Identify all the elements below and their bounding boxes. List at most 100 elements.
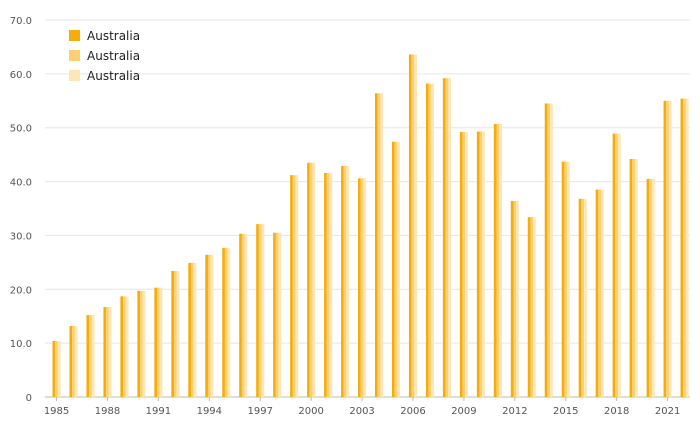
- bar: [550, 103, 553, 397]
- bar: [408, 54, 412, 398]
- bar: [448, 78, 451, 397]
- bar: [256, 224, 259, 397]
- bar: [312, 162, 316, 397]
- grid: [45, 19, 690, 398]
- bar: [244, 233, 248, 397]
- bar: [668, 100, 672, 398]
- bar: [123, 296, 126, 397]
- bar: [346, 165, 350, 397]
- bar: [295, 175, 299, 397]
- y-tick-label: 50.0: [10, 124, 32, 135]
- bar: [142, 290, 146, 397]
- x-tick-label: 1988: [95, 406, 120, 417]
- bar: [307, 162, 310, 397]
- bar: [174, 270, 177, 397]
- bar: [516, 200, 519, 397]
- bar: [377, 93, 381, 397]
- y-axis: 0 10.0 20.0 30.0 40.0 50.0 60.0 70.0: [10, 16, 32, 404]
- bar: [137, 290, 141, 397]
- bar: [239, 233, 242, 397]
- y-tick-label: 0: [26, 393, 32, 404]
- bar: [459, 132, 463, 397]
- bar: [69, 325, 73, 397]
- bar: [108, 307, 112, 397]
- bar: [210, 254, 214, 397]
- bar: [360, 178, 364, 397]
- bar: [343, 165, 347, 397]
- x-tick-label: 1994: [197, 406, 222, 417]
- bar: [567, 161, 570, 397]
- bar: [91, 315, 95, 397]
- bar: [74, 325, 78, 397]
- bar: [476, 131, 480, 397]
- bar: [363, 178, 367, 397]
- bar: [499, 123, 502, 398]
- bar: [680, 98, 684, 397]
- bars: [52, 54, 689, 398]
- bar: [598, 189, 602, 397]
- x-tick-label: 2003: [349, 406, 374, 417]
- bar: [510, 200, 514, 397]
- bar: [380, 93, 384, 397]
- bar: [666, 100, 669, 398]
- legend-label: Australia: [87, 49, 140, 63]
- bar: [612, 133, 616, 398]
- bar: [394, 141, 398, 397]
- bar: [646, 178, 650, 397]
- bar: [157, 287, 160, 397]
- bar: [241, 233, 245, 397]
- bar: [190, 262, 194, 397]
- bar: [428, 83, 432, 398]
- legend-label: Australia: [87, 69, 140, 83]
- bar: [391, 141, 395, 397]
- bar: [431, 83, 435, 398]
- bar: [649, 178, 652, 397]
- bar: [275, 232, 279, 397]
- x-tick-label: 2009: [451, 406, 476, 417]
- bar: [445, 78, 449, 397]
- bar: [358, 178, 361, 397]
- bar: [564, 161, 568, 397]
- bar: [584, 198, 587, 397]
- legend-swatch: [69, 30, 80, 41]
- bar: [462, 132, 466, 397]
- bar: [411, 54, 415, 398]
- bar: [683, 98, 686, 397]
- y-tick-label: 10.0: [10, 339, 32, 350]
- bar: [222, 247, 225, 397]
- bar: [324, 172, 327, 397]
- y-tick-label: 40.0: [10, 178, 32, 189]
- bar: [309, 162, 313, 397]
- bar: [547, 103, 551, 397]
- bar: [663, 100, 667, 398]
- bar: [193, 262, 197, 397]
- bar: [375, 93, 378, 397]
- x-tick-label: 2006: [400, 406, 425, 417]
- bar: [397, 141, 401, 397]
- bar: [414, 54, 418, 398]
- bar: [86, 315, 90, 397]
- bar: [52, 340, 56, 397]
- bar: [72, 325, 75, 397]
- bar: [273, 232, 276, 397]
- bar: [479, 131, 483, 397]
- bar: [278, 232, 282, 397]
- x-tick-label: 2015: [553, 406, 578, 417]
- bar: [635, 158, 638, 397]
- bar: [578, 198, 582, 397]
- bar: [292, 175, 296, 397]
- bar: [57, 340, 61, 397]
- bar: [207, 254, 211, 397]
- bar: [496, 123, 500, 398]
- bar: [176, 270, 180, 397]
- bar: [618, 133, 621, 398]
- bar: [651, 178, 655, 397]
- bar: [258, 224, 262, 397]
- bar: [261, 224, 265, 397]
- bar: [103, 307, 107, 397]
- bar: [561, 161, 565, 397]
- legend-swatch: [69, 50, 80, 61]
- bar: [527, 217, 531, 397]
- y-tick-label: 70.0: [10, 16, 32, 27]
- bar: [120, 296, 124, 397]
